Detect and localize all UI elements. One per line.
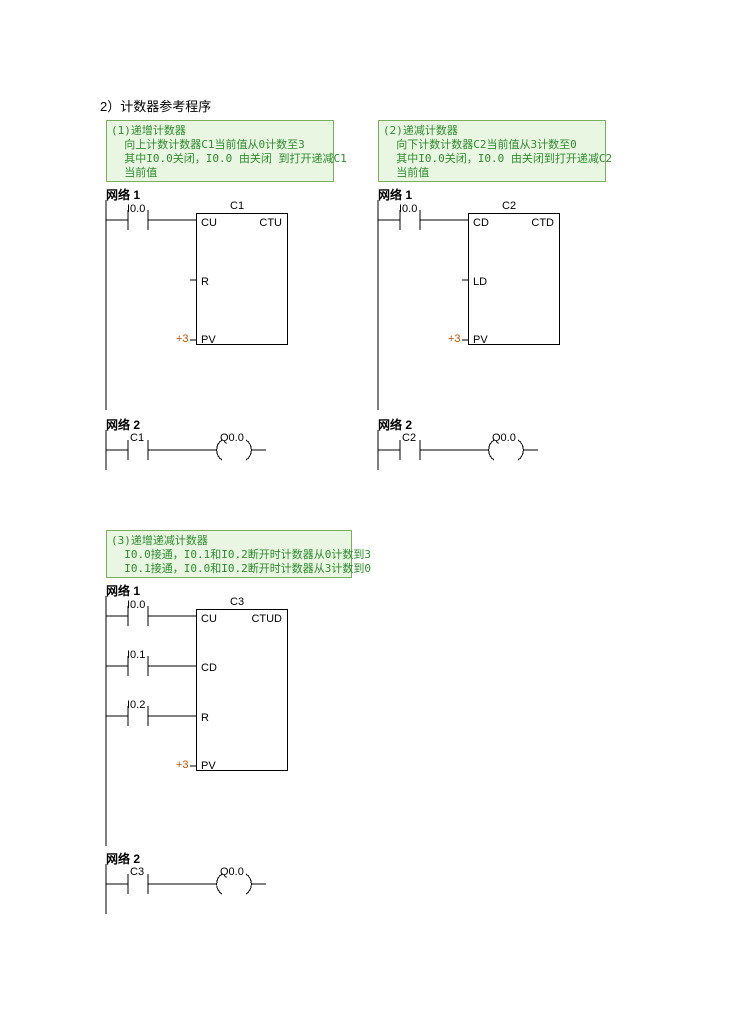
counter-name-ctu: C1 xyxy=(230,200,244,212)
net2-contact-ctu: C1 xyxy=(130,432,144,444)
contact-label-ctu: I0.0 xyxy=(127,203,145,215)
net2-contact-ctd: C2 xyxy=(402,432,416,444)
page: 2）计数器参考程序 (1)递增计数器 向上计数计数器C1当前值从0计数至3 其中… xyxy=(0,0,741,1017)
section-title: 2）计数器参考程序 xyxy=(100,96,211,115)
counter-box-ctd: CD CTD LD PV xyxy=(468,213,560,345)
contact-label-ctud-2: I0.2 xyxy=(127,699,145,711)
pin-r-ctud: R xyxy=(201,712,209,724)
pin-r-ctu: R xyxy=(201,276,209,288)
contact-label-ctud-0: I0.0 xyxy=(127,599,145,611)
comment-box-ctud: (3)递增递减计数器 I0.0接通，I0.1和I0.2断开时计数器从0计数到3 … xyxy=(106,530,352,578)
pv-value-ctud: +3 xyxy=(176,759,189,771)
pv-value-ctu: +3 xyxy=(176,333,189,345)
counter-name-ctd: C2 xyxy=(502,200,516,212)
pin-cd-ctud: CD xyxy=(201,662,217,674)
net2-coil-ctud: Q0.0 xyxy=(220,866,244,878)
pv-value-ctd: +3 xyxy=(448,333,461,345)
contact-label-ctud-1: I0.1 xyxy=(127,649,145,661)
pin-ld-ctd: LD xyxy=(473,276,487,288)
counter-box-ctu: CU CTU R PV xyxy=(196,213,288,345)
net2-coil-ctu: Q0.0 xyxy=(220,432,244,444)
pin-cu-ctu: CU xyxy=(201,217,217,229)
comment-text-ctu: (1)递增计数器 向上计数计数器C1当前值从0计数至3 其中I0.0关闭，I0.… xyxy=(111,124,329,180)
comment-box-ctu: (1)递增计数器 向上计数计数器C1当前值从0计数至3 其中I0.0关闭，I0.… xyxy=(106,120,334,182)
counter-type-ctd: CTD xyxy=(531,217,554,229)
pin-pv-ctu: PV xyxy=(201,334,216,346)
comment-box-ctd: (2)递减计数器 向下计数计数器C2当前值从3计数至0 其中I0.0关闭，I0.… xyxy=(378,120,606,182)
contact-label-ctd: I0.0 xyxy=(399,203,417,215)
pin-cd-ctd: CD xyxy=(473,217,489,229)
comment-text-ctd: (2)递减计数器 向下计数计数器C2当前值从3计数至0 其中I0.0关闭，I0.… xyxy=(383,124,601,180)
pin-cu-ctud: CU xyxy=(201,613,217,625)
counter-type-ctud: CTUD xyxy=(251,613,282,625)
counter-name-ctud: C3 xyxy=(230,596,244,608)
counter-box-ctud: CU CTUD CD R PV xyxy=(196,609,288,771)
counter-type-ctu: CTU xyxy=(259,217,282,229)
net2-contact-ctud: C3 xyxy=(130,866,144,878)
pin-pv-ctd: PV xyxy=(473,334,488,346)
net2-coil-ctd: Q0.0 xyxy=(492,432,516,444)
comment-text-ctud: (3)递增递减计数器 I0.0接通，I0.1和I0.2断开时计数器从0计数到3 … xyxy=(111,534,347,576)
pin-pv-ctud: PV xyxy=(201,760,216,772)
